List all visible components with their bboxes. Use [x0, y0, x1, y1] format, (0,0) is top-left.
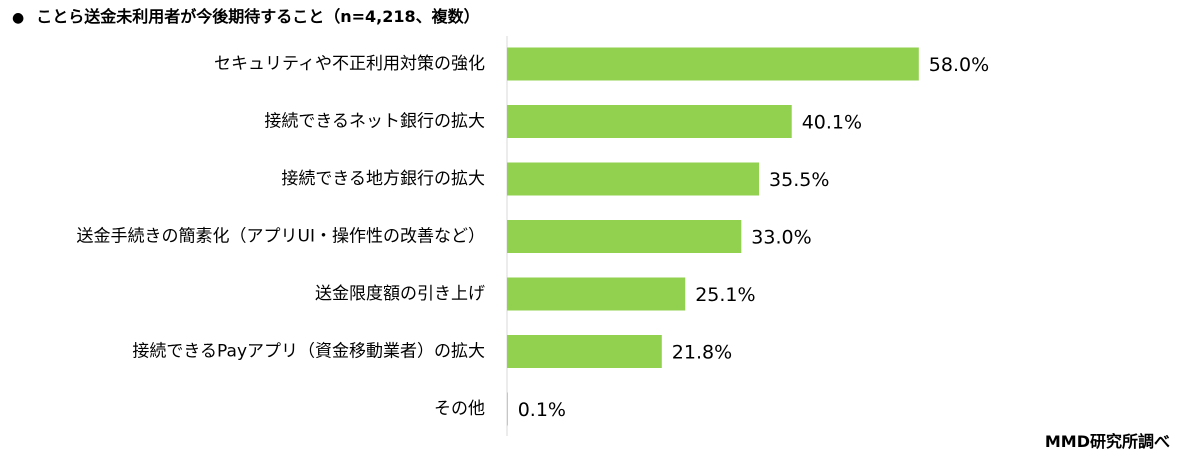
bar — [507, 47, 919, 81]
value-label: 0.1% — [518, 399, 566, 421]
bar — [507, 277, 686, 311]
value-label: 58.0% — [929, 54, 989, 76]
bar — [507, 392, 508, 426]
category-label: 送金手続きの簡素化（アプリUI・操作性の改善など） — [77, 227, 485, 247]
value-label: 33.0% — [751, 227, 811, 249]
category-label: セキュリティや不正利用対策の強化 — [214, 54, 485, 74]
category-label: 接続できるネット銀行の拡大 — [264, 112, 485, 132]
value-label: 40.1% — [802, 112, 862, 134]
bar — [507, 105, 792, 138]
category-label: その他 — [434, 399, 485, 419]
value-label: 21.8% — [672, 342, 732, 364]
bar — [507, 220, 742, 253]
value-label: 25.1% — [695, 284, 755, 306]
chart-title: ● ことら送金未利用者が今後期待すること（n=4,218、複数） — [12, 3, 480, 27]
title-bullet-icon: ● — [12, 10, 25, 26]
bar — [507, 162, 760, 196]
chart-title-text: ことら送金未利用者が今後期待すること（n=4,218、複数） — [36, 7, 480, 26]
category-label: 送金限度額の引き上げ — [315, 284, 485, 304]
source-note: MMD研究所調べ — [1044, 432, 1170, 451]
category-label: 接続できる地方銀行の拡大 — [281, 169, 485, 189]
value-label: 35.5% — [769, 169, 829, 191]
category-label: 接続できるPayアプリ（資金移動業者）の拡大 — [132, 342, 485, 362]
bar — [507, 335, 662, 368]
